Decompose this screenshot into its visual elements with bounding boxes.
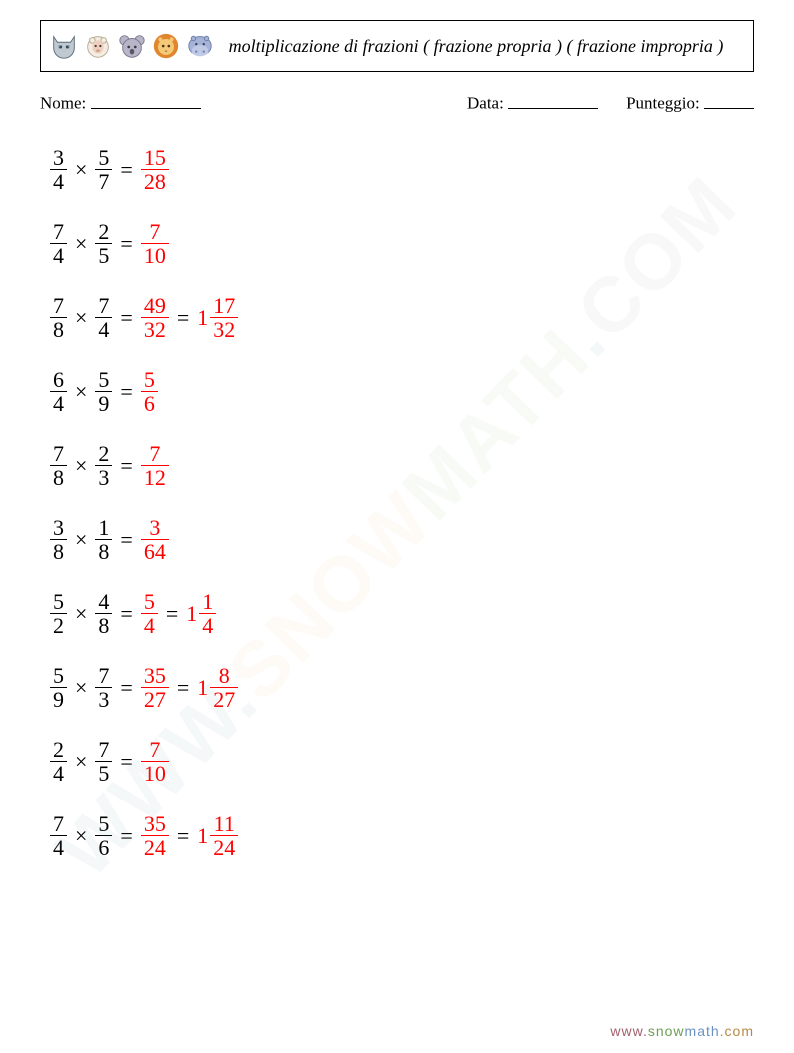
fraction: 14 xyxy=(199,590,216,637)
fraction: 34 xyxy=(50,146,67,193)
name-label: Nome: xyxy=(40,94,86,113)
fraction: 38 xyxy=(50,516,67,563)
fraction: 1528 xyxy=(141,146,169,193)
fraction: 74 xyxy=(50,812,67,859)
fraction: 25 xyxy=(95,220,112,267)
problem-row: 34×57=1528 xyxy=(50,144,754,196)
fraction: 1124 xyxy=(210,812,238,859)
fraction: 3524 xyxy=(141,812,169,859)
fraction: 59 xyxy=(95,368,112,415)
multiply-operator: × xyxy=(67,749,95,775)
multiply-operator: × xyxy=(67,157,95,183)
problem-row: 38×18=364 xyxy=(50,514,754,566)
multiply-operator: × xyxy=(67,453,95,479)
equals: = xyxy=(112,749,140,775)
name-blank[interactable] xyxy=(91,90,201,109)
fraction: 54 xyxy=(141,590,158,637)
name-field: Nome: xyxy=(40,90,201,114)
equals: = xyxy=(169,305,197,331)
fraction: 75 xyxy=(95,738,112,785)
fraction: 1732 xyxy=(210,294,238,341)
header-icons xyxy=(41,31,215,61)
fraction: 59 xyxy=(50,664,67,711)
fraction: 56 xyxy=(141,368,158,415)
fraction: 52 xyxy=(50,590,67,637)
fraction: 710 xyxy=(141,220,169,267)
problem-row: 74×25=710 xyxy=(50,218,754,270)
multiply-operator: × xyxy=(67,379,95,405)
equals: = xyxy=(112,601,140,627)
fraction: 712 xyxy=(141,442,169,489)
footer-url: www.snowmath.com xyxy=(610,1023,754,1039)
date-field: Data: xyxy=(467,90,598,114)
score-field: Punteggio: xyxy=(626,90,754,114)
fraction: 23 xyxy=(95,442,112,489)
equals: = xyxy=(158,601,186,627)
date-blank[interactable] xyxy=(508,90,598,109)
fraction: 78 xyxy=(50,294,67,341)
hippo-icon xyxy=(185,31,215,61)
fraction: 78 xyxy=(50,442,67,489)
multiply-operator: × xyxy=(67,231,95,257)
header-box: moltiplicazione di frazioni ( frazione p… xyxy=(40,20,754,72)
mixed-number: 11732 xyxy=(197,294,238,341)
fraction: 74 xyxy=(50,220,67,267)
sheep-icon xyxy=(83,31,113,61)
cat-icon xyxy=(49,31,79,61)
problem-row: 52×48=54=114 xyxy=(50,588,754,640)
lion-icon xyxy=(151,31,181,61)
fraction: 3527 xyxy=(141,664,169,711)
multiply-operator: × xyxy=(67,305,95,331)
problem-row: 24×75=710 xyxy=(50,736,754,788)
score-label: Punteggio: xyxy=(626,94,700,113)
fraction: 64 xyxy=(50,368,67,415)
multiply-operator: × xyxy=(67,527,95,553)
info-row: Nome: Data: Punteggio: xyxy=(40,90,754,114)
equals: = xyxy=(112,823,140,849)
date-label: Data: xyxy=(467,94,504,113)
multiply-operator: × xyxy=(67,675,95,701)
problem-row: 74×56=3524=11124 xyxy=(50,810,754,862)
koala-icon xyxy=(117,31,147,61)
fraction: 73 xyxy=(95,664,112,711)
fraction: 48 xyxy=(95,590,112,637)
fraction: 4932 xyxy=(141,294,169,341)
mixed-number: 114 xyxy=(186,590,216,637)
fraction: 710 xyxy=(141,738,169,785)
equals: = xyxy=(112,231,140,257)
mixed-number: 1827 xyxy=(197,664,238,711)
fraction: 364 xyxy=(141,516,169,563)
equals: = xyxy=(112,379,140,405)
equals: = xyxy=(112,527,140,553)
equals: = xyxy=(112,675,140,701)
fraction: 18 xyxy=(95,516,112,563)
problem-row: 59×73=3527=1827 xyxy=(50,662,754,714)
equals: = xyxy=(169,675,197,701)
fraction: 24 xyxy=(50,738,67,785)
problem-row: 78×74=4932=11732 xyxy=(50,292,754,344)
multiply-operator: × xyxy=(67,823,95,849)
problem-row: 64×59=56 xyxy=(50,366,754,418)
equals: = xyxy=(112,305,140,331)
score-blank[interactable] xyxy=(704,90,754,109)
equals: = xyxy=(112,453,140,479)
worksheet-title: moltiplicazione di frazioni ( frazione p… xyxy=(215,31,753,62)
fraction: 74 xyxy=(95,294,112,341)
multiply-operator: × xyxy=(67,601,95,627)
fraction: 57 xyxy=(95,146,112,193)
fraction: 56 xyxy=(95,812,112,859)
problem-row: 78×23=712 xyxy=(50,440,754,492)
equals: = xyxy=(112,157,140,183)
fraction: 827 xyxy=(210,664,238,711)
mixed-number: 11124 xyxy=(197,812,238,859)
problems-list: 34×57=152874×25=71078×74=4932=1173264×59… xyxy=(40,144,754,862)
equals: = xyxy=(169,823,197,849)
